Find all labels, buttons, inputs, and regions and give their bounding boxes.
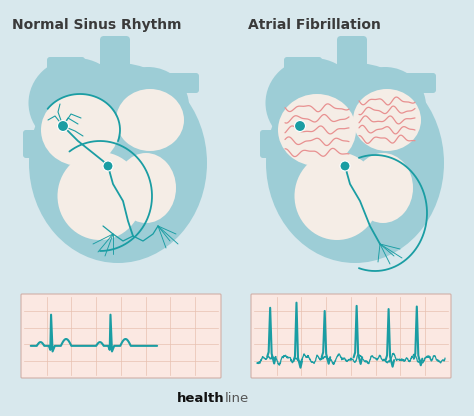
FancyBboxPatch shape [260,130,284,158]
FancyBboxPatch shape [251,294,451,378]
Ellipse shape [41,94,119,166]
Ellipse shape [294,152,380,240]
Circle shape [103,161,113,171]
FancyBboxPatch shape [167,73,199,93]
Circle shape [57,121,69,131]
Ellipse shape [116,89,184,151]
Ellipse shape [278,94,356,166]
Text: health: health [177,391,225,404]
Ellipse shape [116,153,176,223]
Circle shape [340,161,350,171]
Ellipse shape [265,58,361,148]
Text: Normal Sinus Rhythm: Normal Sinus Rhythm [12,18,182,32]
FancyBboxPatch shape [47,57,85,79]
FancyBboxPatch shape [284,57,322,79]
Ellipse shape [107,67,189,145]
Ellipse shape [266,63,444,263]
Ellipse shape [29,63,207,263]
FancyBboxPatch shape [21,294,221,378]
Ellipse shape [57,152,143,240]
Text: Atrial Fibrillation: Atrial Fibrillation [248,18,381,32]
Ellipse shape [353,153,413,223]
Text: line: line [225,391,249,404]
Ellipse shape [28,58,124,148]
FancyBboxPatch shape [404,73,436,93]
FancyBboxPatch shape [337,36,367,84]
FancyBboxPatch shape [23,130,47,158]
FancyBboxPatch shape [100,36,130,84]
Ellipse shape [353,89,421,151]
Circle shape [294,121,306,131]
Ellipse shape [344,67,426,145]
